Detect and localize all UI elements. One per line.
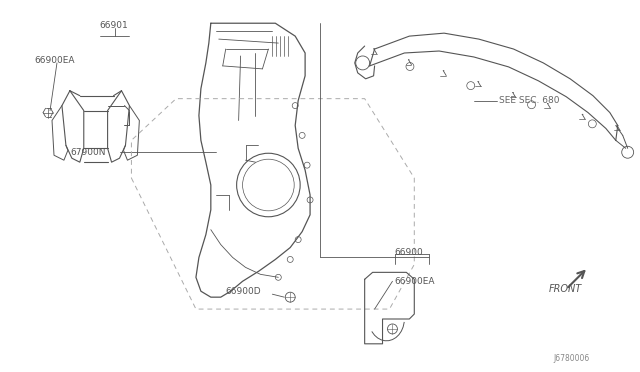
Text: SEE SEC. 680: SEE SEC. 680 — [499, 96, 559, 105]
Text: FRONT: FRONT — [548, 284, 582, 294]
Text: 66901: 66901 — [100, 21, 129, 30]
Text: 66900: 66900 — [394, 247, 423, 257]
Text: 66900D: 66900D — [226, 287, 261, 296]
Text: 67900N: 67900N — [70, 148, 106, 157]
Text: J6780006: J6780006 — [553, 354, 589, 363]
Text: 66900EA: 66900EA — [394, 277, 435, 286]
Text: 66900EA: 66900EA — [34, 56, 75, 65]
